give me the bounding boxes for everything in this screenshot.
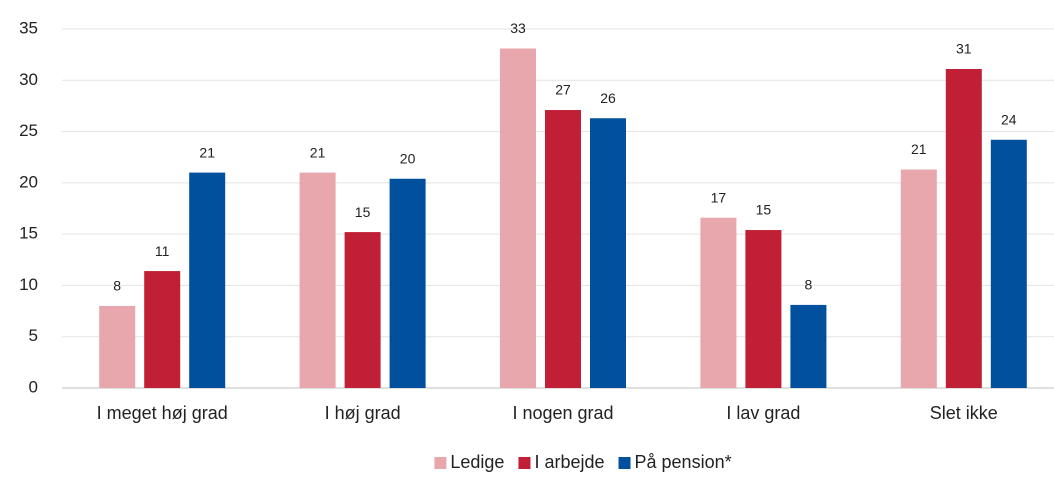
value-label: 8: [113, 278, 121, 294]
bar: [144, 271, 181, 388]
bar: [189, 172, 226, 388]
legend-label: Ledige: [450, 452, 504, 472]
legend-swatch: [434, 457, 447, 469]
bar: [900, 169, 937, 388]
value-label: 8: [805, 277, 813, 293]
bar: [700, 217, 737, 388]
y-tick-label: 10: [19, 275, 38, 294]
x-tick-label: I nogen grad: [512, 403, 613, 423]
legend-label: På pension*: [635, 452, 732, 472]
x-tick-label: Slet ikke: [930, 403, 998, 423]
x-tick-label: I lav grad: [726, 403, 800, 423]
legend-swatch: [518, 457, 531, 469]
value-label: 20: [400, 150, 416, 166]
y-tick-label: 20: [19, 172, 38, 191]
bar: [389, 178, 426, 388]
value-label: 11: [155, 243, 170, 259]
y-tick-label: 5: [29, 326, 38, 345]
value-label: 21: [199, 144, 215, 160]
value-label: 17: [711, 189, 727, 205]
legend-label: I arbejde: [534, 452, 604, 472]
bar: [99, 305, 136, 388]
value-label: 24: [1001, 111, 1017, 127]
y-tick-label: 25: [19, 121, 38, 140]
y-tick-label: 35: [19, 18, 38, 37]
value-label: 27: [555, 82, 571, 98]
value-label: 21: [310, 144, 326, 160]
value-label: 26: [600, 90, 616, 106]
y-tick-label: 0: [29, 377, 38, 396]
bar: [344, 232, 381, 388]
y-tick-label: 15: [19, 224, 38, 243]
legend-swatch: [618, 457, 631, 469]
bar: [590, 118, 626, 388]
bar: [790, 304, 827, 388]
y-tick-label: 30: [19, 70, 38, 89]
bar: [945, 69, 982, 388]
value-label: 31: [956, 41, 972, 57]
bar: [299, 172, 336, 388]
value-label: 15: [756, 202, 772, 218]
value-label: 15: [355, 204, 371, 220]
bar: [990, 139, 1027, 388]
bar: [545, 110, 581, 388]
value-label: 21: [911, 141, 927, 157]
value-label: 33: [510, 20, 526, 36]
x-tick-label: I høj grad: [325, 403, 401, 423]
x-tick-label: I meget høj grad: [97, 403, 228, 423]
bar: [745, 230, 782, 388]
bar: [500, 48, 536, 388]
